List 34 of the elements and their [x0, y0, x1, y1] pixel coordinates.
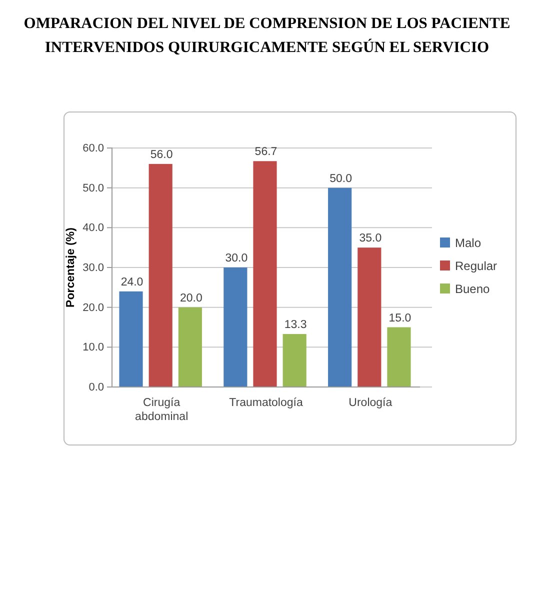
y-tick-label: 10.0 — [82, 342, 104, 354]
y-tick-label: 30.0 — [82, 262, 104, 274]
bar — [282, 334, 306, 387]
x-tick-label: Urología — [348, 397, 393, 410]
data-label: 35.0 — [359, 232, 382, 245]
data-label: 30.0 — [225, 252, 248, 264]
data-label: 56.0 — [150, 148, 173, 161]
x-tick-label: Cirugía abdominal — [135, 397, 188, 423]
bar — [148, 164, 172, 387]
data-label: 15.0 — [388, 312, 412, 324]
bar — [178, 307, 202, 387]
bar — [387, 327, 411, 387]
bar — [328, 188, 352, 387]
y-tick-label: 50.0 — [82, 182, 104, 194]
y-tick-label: 40.0 — [82, 222, 104, 234]
data-label: 24.0 — [120, 276, 144, 288]
data-label: 13.3 — [284, 319, 307, 332]
bar — [224, 268, 248, 387]
chart-subtitle: INTERVENIDOS QUIRURGICAMENTE SEGÚN EL SERVICIO — [44, 38, 490, 56]
y-tick-label: 0.0 — [88, 382, 104, 394]
y-tick-label: 60.0 — [82, 142, 104, 155]
chart-title: OMPARACION DEL NIVEL DE COMPRENSION DE LOS PACIENTE — [24, 15, 510, 32]
legend-label: Malo — [455, 236, 482, 250]
bar — [253, 161, 277, 387]
y-tick-label: 20.0 — [82, 302, 104, 314]
x-tick-label: Traumatología — [229, 397, 304, 410]
legend-label: Bueno — [455, 282, 490, 296]
y-axis-title: Porcentaje (%) — [65, 227, 77, 308]
data-label: 20.0 — [180, 292, 202, 304]
legend-label: Regular — [455, 259, 498, 273]
bar — [358, 248, 382, 387]
data-label: 56.7 — [254, 146, 278, 158]
bar — [119, 291, 143, 387]
data-label: 50.0 — [330, 172, 352, 185]
